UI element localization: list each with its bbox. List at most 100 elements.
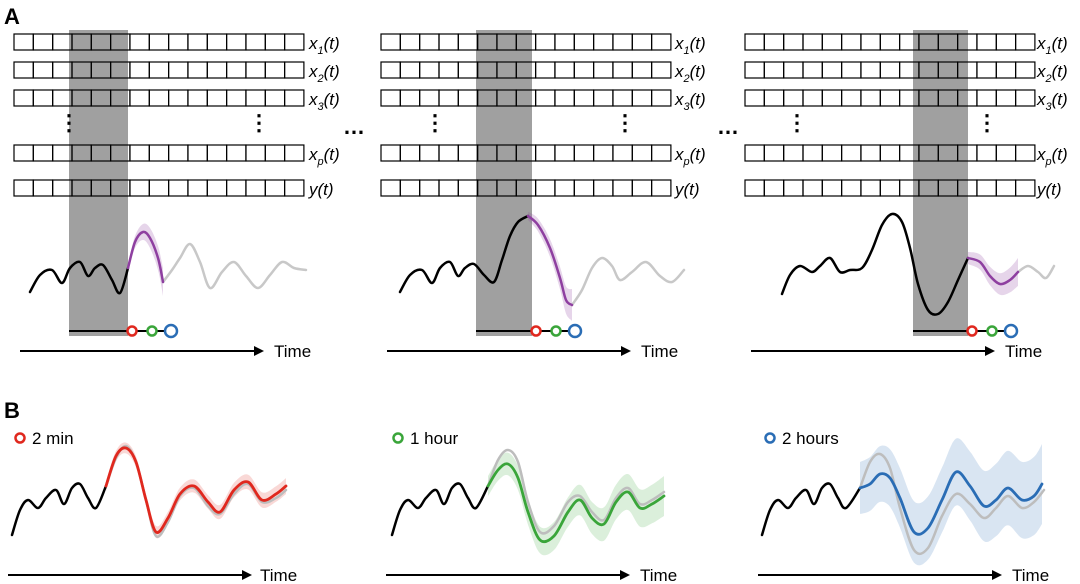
time-cell xyxy=(129,144,150,162)
time-cell xyxy=(399,61,421,79)
time-cell xyxy=(744,179,765,197)
time-cell xyxy=(187,61,208,79)
time-cell xyxy=(744,33,765,51)
time-cell xyxy=(380,33,401,51)
variable-row: x1(t) xyxy=(380,33,706,57)
time-cell xyxy=(419,89,440,107)
horizon-marker xyxy=(163,323,179,339)
variable-label: x2(t) xyxy=(1036,62,1068,85)
time-cell xyxy=(129,179,150,197)
variable-row: xp(t) xyxy=(380,144,706,168)
ellipsis-1: … xyxy=(343,114,365,139)
variable-row: x3(t) xyxy=(13,89,340,113)
horizon-marker xyxy=(986,325,998,337)
time-cell xyxy=(821,61,843,79)
time-cell xyxy=(399,89,421,107)
time-cell xyxy=(840,61,862,79)
variable-row: xp(t) xyxy=(744,144,1068,168)
time-cell xyxy=(419,179,440,197)
time-cell xyxy=(879,89,901,107)
time-cell xyxy=(168,61,189,79)
time-cell xyxy=(592,89,614,107)
time-cell xyxy=(419,144,440,162)
time-cell xyxy=(802,33,823,51)
time-cell xyxy=(631,144,653,162)
time-cell xyxy=(763,144,785,162)
panel-a-label: A xyxy=(4,4,20,29)
time-cell xyxy=(879,144,901,162)
time-axis-label: Time xyxy=(1012,566,1049,584)
forecast-line xyxy=(966,256,1020,286)
time-cell xyxy=(438,33,459,51)
panel-a-window-3: x1(t) x2(t) x3(t) xp(t) y(t) ⋮ ⋮ Time xyxy=(744,30,1068,361)
time-cell xyxy=(187,144,208,162)
future-signal-line xyxy=(570,256,686,307)
time-cell xyxy=(995,33,1017,51)
time-cell xyxy=(802,179,823,197)
ellipsis-2: … xyxy=(717,114,739,139)
horizon-legend-label: 1 hour xyxy=(410,429,459,448)
time-cell xyxy=(879,33,901,51)
time-cell xyxy=(612,89,633,107)
variable-row: x3(t) xyxy=(744,89,1068,113)
variable-row: y(t) xyxy=(744,179,1062,199)
panel-a-window-1: x1(t) x2(t) x3(t) xp(t) y(t) ⋮ ⋮ Time xyxy=(13,30,340,361)
variable-label: x1(t) xyxy=(308,34,340,57)
time-cell xyxy=(612,61,633,79)
time-cell xyxy=(744,144,765,162)
time-cell xyxy=(573,144,595,162)
time-cell xyxy=(650,61,672,79)
prediction-line xyxy=(104,446,288,534)
time-cell xyxy=(783,33,804,51)
panel-a-window-2: x1(t) x2(t) x3(t) xp(t) y(t) ⋮ ⋮ Time xyxy=(380,30,706,361)
panel-b-horizon-2min: 2 min Time xyxy=(8,429,297,584)
time-cell xyxy=(187,179,208,197)
horizon-legend-marker xyxy=(392,432,404,444)
time-cell xyxy=(13,144,34,162)
time-cell xyxy=(840,144,862,162)
time-cell xyxy=(783,61,804,79)
time-cell xyxy=(168,179,189,197)
time-cell xyxy=(438,61,459,79)
panel-b-horizon-1hour: 1 hour Time xyxy=(386,429,677,584)
variable-label: x3(t) xyxy=(308,90,340,113)
time-cell xyxy=(554,144,575,162)
time-cell xyxy=(802,89,823,107)
time-cell xyxy=(284,144,305,162)
time-cell xyxy=(206,33,228,51)
time-cell xyxy=(226,33,247,51)
horizon-legend-marker xyxy=(14,432,26,444)
time-cell xyxy=(32,144,54,162)
time-cell xyxy=(744,61,765,79)
time-cell xyxy=(631,61,653,79)
time-cell xyxy=(534,179,556,197)
variable-label: x3(t) xyxy=(674,90,706,113)
sliding-window xyxy=(913,30,968,336)
time-cell xyxy=(380,61,401,79)
time-cell xyxy=(264,33,286,51)
time-cell xyxy=(168,144,189,162)
time-cell xyxy=(879,61,901,79)
variable-row: y(t) xyxy=(380,179,700,199)
time-cell xyxy=(802,144,823,162)
time-cell xyxy=(860,179,881,197)
prediction-uncertainty-band xyxy=(860,438,1042,566)
time-cell xyxy=(13,179,34,197)
time-cell xyxy=(783,89,804,107)
time-cell xyxy=(631,89,653,107)
time-cell xyxy=(245,61,266,79)
time-cell xyxy=(995,179,1017,197)
time-cell xyxy=(284,89,305,107)
time-cell xyxy=(976,33,997,51)
time-cell xyxy=(744,89,765,107)
ground-truth-line xyxy=(858,452,1046,556)
time-cell xyxy=(554,33,575,51)
time-cell xyxy=(1014,89,1036,107)
forecast-uncertainty-band xyxy=(528,212,572,321)
time-cell xyxy=(129,89,150,107)
time-cell xyxy=(264,61,286,79)
time-cell xyxy=(380,89,401,107)
time-cell xyxy=(573,61,595,79)
vertical-ellipsis: ⋮ xyxy=(614,110,636,135)
time-cell xyxy=(148,61,170,79)
